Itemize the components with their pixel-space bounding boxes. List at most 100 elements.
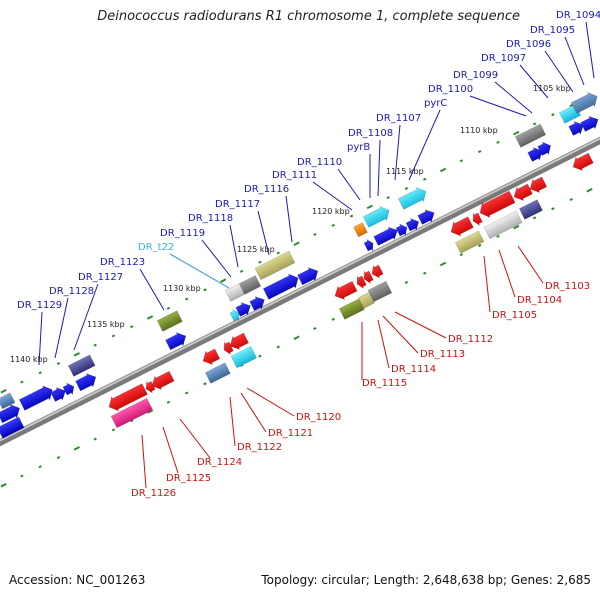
gene-label[interactable]: DR_1108: [348, 128, 393, 139]
gene-arrow-plus[interactable]: [229, 308, 242, 323]
gene-label[interactable]: DR_1117: [215, 199, 260, 210]
gene-arrow-plus[interactable]: [395, 222, 410, 238]
gene-arrow-minus[interactable]: [470, 211, 483, 227]
gene-arrow-plus[interactable]: [397, 184, 429, 211]
gene-arrow-plus[interactable]: [18, 383, 56, 413]
gene-label[interactable]: pyrB: [347, 142, 370, 153]
gene-label[interactable]: pyrC: [424, 98, 447, 109]
gene-label[interactable]: DR_1097: [481, 53, 526, 64]
gene-arrow-plus[interactable]: [62, 381, 77, 397]
gene-box[interactable]: [353, 222, 368, 238]
gene-box[interactable]: [454, 230, 485, 254]
gene-arrow-plus[interactable]: [362, 203, 392, 229]
gene-box[interactable]: [110, 397, 153, 429]
gene-label[interactable]: DR_1123: [100, 257, 145, 268]
gene-arrow-plus[interactable]: [165, 329, 190, 351]
gene-box[interactable]: [514, 123, 547, 148]
gene-arrow-plus[interactable]: [262, 271, 301, 301]
gene-arrow-minus[interactable]: [143, 380, 156, 395]
gene-arrow-minus[interactable]: [332, 279, 358, 302]
gene-arrow-minus[interactable]: [369, 263, 384, 280]
gene-box[interactable]: [518, 199, 543, 220]
gene-label[interactable]: DR_1100: [428, 84, 473, 95]
gene-arrow-plus[interactable]: [570, 89, 600, 115]
gene-arrow-minus[interactable]: [361, 269, 374, 285]
gene-label[interactable]: DR_1103: [545, 281, 590, 292]
gene-label[interactable]: DR_1107: [376, 113, 421, 124]
tick-mark: [20, 474, 24, 478]
gene-box[interactable]: [0, 416, 25, 439]
gene-arrow-plus[interactable]: [580, 113, 600, 133]
gene-arrow-plus[interactable]: [0, 401, 23, 424]
gene-arrow-minus[interactable]: [527, 175, 548, 196]
gene-label[interactable]: DR_1127: [78, 272, 123, 283]
gene-label[interactable]: DR_1105: [492, 310, 537, 321]
gene-arrow-plus[interactable]: [527, 144, 546, 163]
gene-label[interactable]: DR_1099: [453, 70, 498, 81]
gene-label[interactable]: DR_1096: [506, 39, 551, 50]
gene-arrow-plus[interactable]: [417, 207, 438, 227]
gene-arrow-minus[interactable]: [570, 151, 595, 173]
gene-label[interactable]: DR_1119: [160, 228, 205, 239]
gene-label[interactable]: DR_1116: [244, 184, 289, 195]
gene-arrow-minus[interactable]: [200, 347, 221, 368]
gene-box[interactable]: [230, 345, 257, 369]
gene-box[interactable]: [0, 392, 16, 410]
gene-label[interactable]: DR_1120: [296, 412, 341, 423]
gene-label[interactable]: DR_1095: [530, 25, 575, 36]
gene-arrow-plus[interactable]: [50, 384, 69, 403]
gene-label[interactable]: DR_1121: [268, 428, 313, 439]
map-title: Deinococcus radiodurans R1 chromosome 1,…: [97, 9, 520, 24]
gene-label[interactable]: DR_1114: [391, 364, 436, 375]
label-connector: [201, 239, 232, 278]
gene-box[interactable]: [357, 291, 375, 309]
tick-mark: [569, 103, 573, 108]
gene-box[interactable]: [238, 275, 262, 295]
gene-label[interactable]: DR_1113: [420, 349, 465, 360]
gene-arrow-plus[interactable]: [405, 216, 422, 233]
gene-arrow-plus[interactable]: [568, 118, 587, 137]
gene-label[interactable]: DR_1115: [362, 378, 407, 389]
gene-arrow-plus[interactable]: [297, 264, 322, 286]
trna-label[interactable]: DR_t22: [138, 242, 174, 253]
gene-arrow-minus[interactable]: [149, 369, 175, 392]
gene-label[interactable]: DR_1104: [517, 295, 562, 306]
gene-arrow-plus[interactable]: [235, 299, 254, 318]
gene-box[interactable]: [204, 362, 231, 384]
gene-box[interactable]: [67, 354, 96, 377]
gene-arrow-minus[interactable]: [447, 215, 474, 239]
gene-arrow-minus[interactable]: [476, 189, 516, 220]
gene-box[interactable]: [338, 298, 365, 320]
gene-label[interactable]: DR_1118: [188, 213, 233, 224]
tick-mark: [0, 388, 7, 394]
gene-label[interactable]: DR_1124: [197, 457, 242, 468]
gene-label[interactable]: DR_1128: [49, 286, 94, 297]
gene-box[interactable]: [156, 310, 183, 332]
gene-label[interactable]: DR_1112: [448, 334, 493, 345]
gene-label[interactable]: DR_1122: [237, 442, 282, 453]
gene-label[interactable]: DR_1126: [131, 488, 176, 499]
gene-box[interactable]: [254, 250, 296, 281]
gene-arrow-minus[interactable]: [221, 340, 234, 356]
gene-arrow-plus[interactable]: [373, 224, 401, 247]
gene-arrow-minus[interactable]: [354, 274, 367, 290]
gene-label[interactable]: DR_1110: [297, 157, 342, 168]
gene-label[interactable]: DR_1125: [166, 473, 211, 484]
tick-mark: [73, 446, 80, 451]
gene-arrow-plus[interactable]: [75, 370, 100, 392]
gene-box[interactable]: [483, 210, 523, 240]
gene-label[interactable]: DR_1129: [17, 300, 62, 311]
gene-arrow-plus[interactable]: [363, 238, 376, 253]
gene-label[interactable]: DR_1111: [272, 170, 317, 181]
gene-arrow-plus[interactable]: [249, 293, 268, 312]
tick-mark: [130, 325, 134, 329]
tick-mark: [276, 345, 280, 349]
gene-box[interactable]: [367, 280, 393, 303]
gene-arrow-minus[interactable]: [511, 182, 534, 203]
minus-strand-labels: DR_1103 DR_1104 DR_1105 DR_1112 DR_1113 …: [131, 281, 590, 499]
gene-arrow-minus[interactable]: [227, 331, 250, 352]
gene-label[interactable]: DR_1094: [556, 10, 600, 21]
gene-arrow-plus[interactable]: [537, 139, 554, 157]
tick-mark: [459, 159, 464, 163]
gene-arrow-minus[interactable]: [105, 382, 148, 414]
